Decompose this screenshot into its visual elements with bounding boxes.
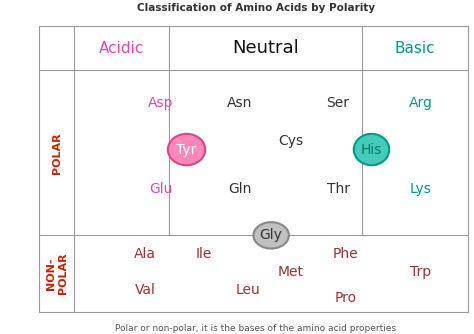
Text: NON-
POLAR: NON- POLAR [46,253,68,294]
Text: His: His [361,143,382,157]
Text: Tyr: Tyr [176,143,197,157]
Text: Glu: Glu [149,182,173,196]
Text: Val: Val [135,283,155,297]
Text: Lys: Lys [410,182,432,196]
Text: Neutral: Neutral [232,39,299,57]
Text: Ile: Ile [196,247,212,262]
Text: Thr: Thr [327,182,349,196]
Text: Ser: Ser [327,96,349,110]
Text: Asp: Asp [148,96,174,110]
Text: Cys: Cys [278,134,303,148]
Text: Met: Met [278,265,304,279]
Text: Phe: Phe [333,247,359,262]
Text: Asn: Asn [227,96,252,110]
Text: Arg: Arg [409,96,433,110]
Text: Gly: Gly [260,228,283,242]
Text: Pro: Pro [335,291,357,305]
Text: Basic: Basic [394,41,435,55]
Text: Ala: Ala [134,247,156,262]
Text: Acidic: Acidic [99,41,144,55]
Text: POLAR: POLAR [52,132,62,174]
Text: Gln: Gln [228,182,251,196]
Text: Polar or non-polar, it is the bases of the amino acid properties: Polar or non-polar, it is the bases of t… [115,324,396,333]
Ellipse shape [168,134,205,165]
Ellipse shape [354,134,389,165]
Text: Leu: Leu [235,283,260,297]
Text: Classification of Amino Acids by Polarity: Classification of Amino Acids by Polarit… [137,3,375,13]
Ellipse shape [254,222,289,248]
Text: Trp: Trp [410,265,431,279]
